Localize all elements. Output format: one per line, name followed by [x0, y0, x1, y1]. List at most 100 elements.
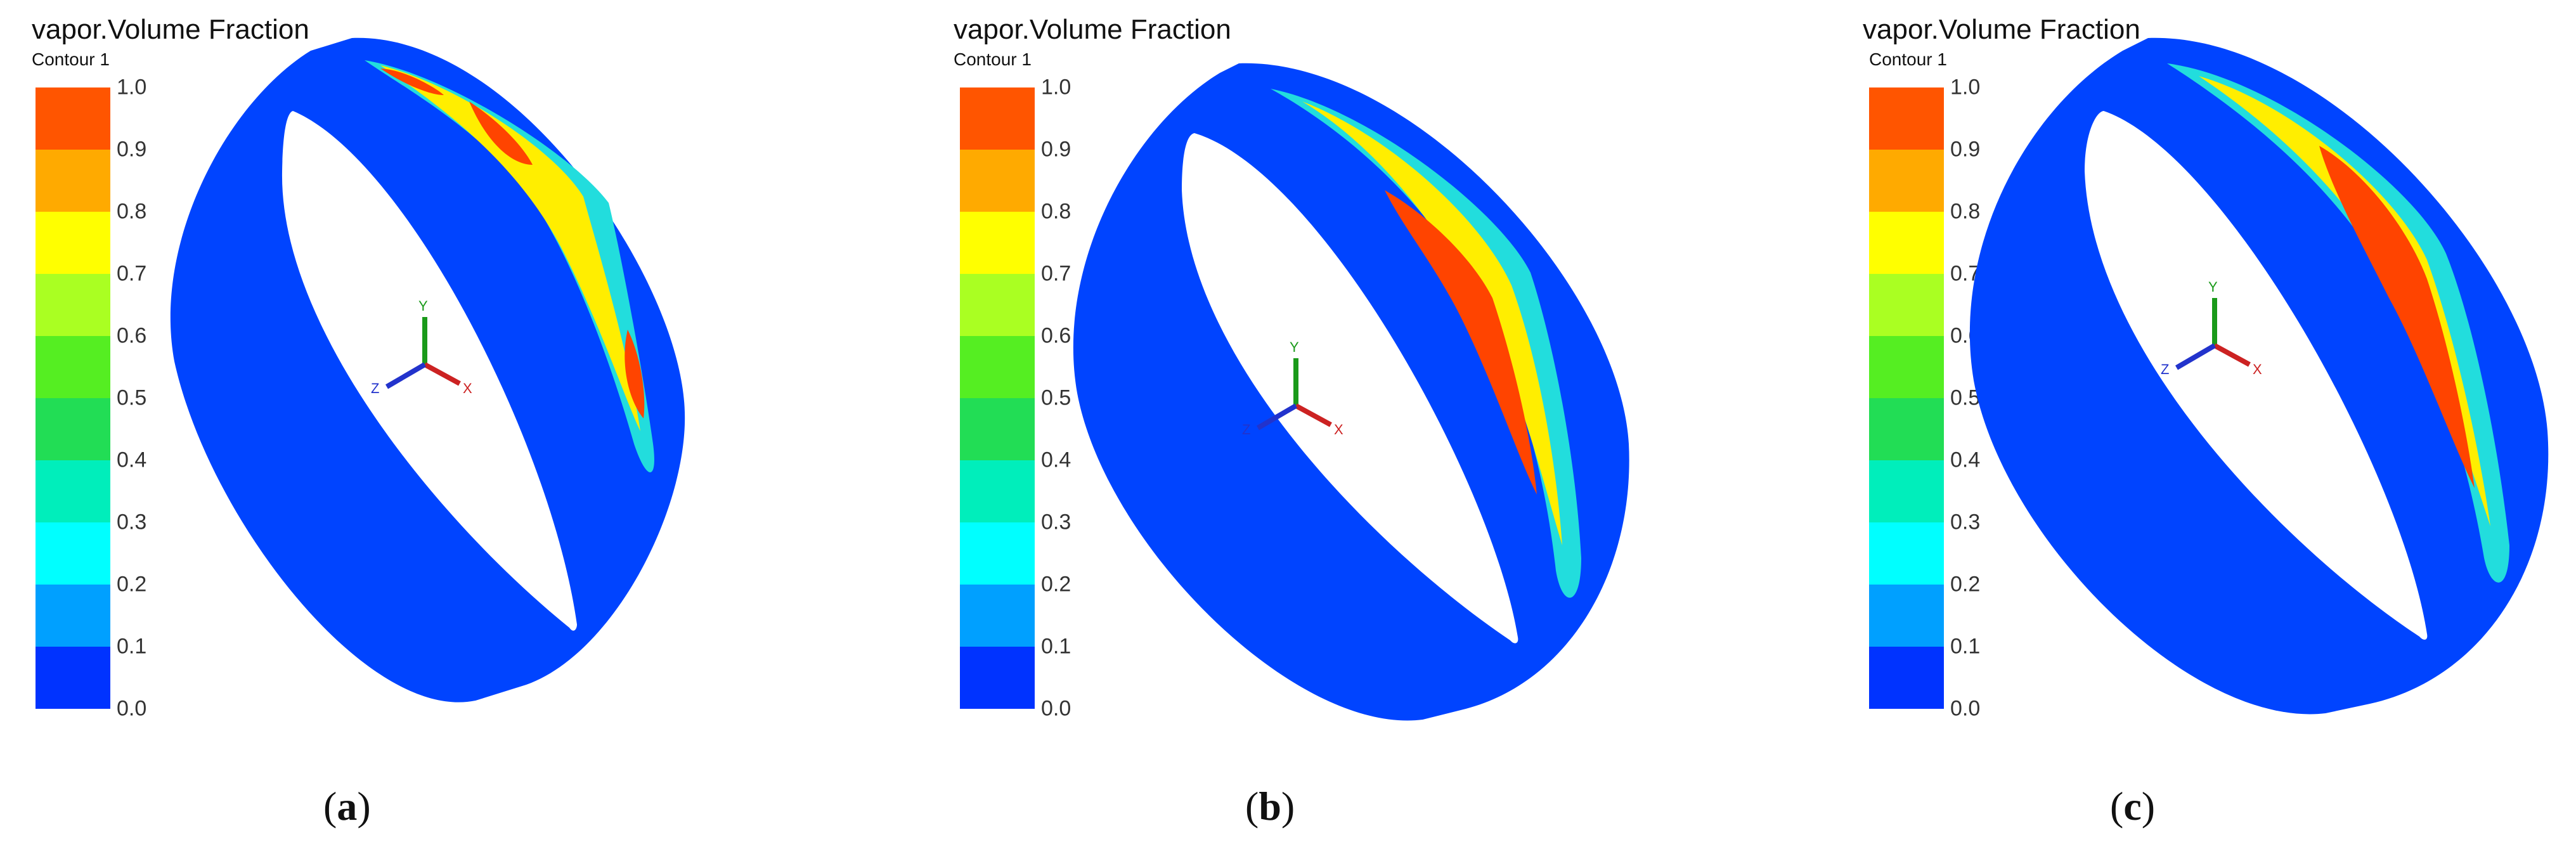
- y-axis-label: Y: [418, 298, 428, 314]
- vapor-band: [1302, 101, 1562, 545]
- color-legend: 1.0 0.9 0.8 0.7 0.6 0.5 0.4 0.3 0.2 0.1 0.0: [36, 75, 226, 721]
- legend-swatch: [36, 647, 110, 709]
- legend-tick-label: 0.1: [1041, 634, 1071, 659]
- ring-body: [170, 37, 685, 702]
- legend-swatch: [1869, 522, 1944, 585]
- legend-swatch: [960, 336, 1035, 398]
- legend-swatch: [1869, 647, 1944, 709]
- legend-swatch: [960, 522, 1035, 585]
- legend-tick-label: 0.4: [1041, 448, 1071, 472]
- ring-contour-view: Y X Z: [1073, 63, 1629, 721]
- panel-b: vapor.Volume Fraction Contour 1 1.0 0.9 0.…: [858, 0, 1717, 854]
- vapor-band: [2319, 146, 2475, 488]
- legend-swatch: [1869, 150, 1944, 212]
- legend-tick-label: 0.4: [117, 448, 147, 472]
- panel-c: vapor.Volume Fraction Contour 1 1.0 0.9 0.…: [1717, 0, 2575, 854]
- legend-swatch: [960, 585, 1035, 647]
- panel-subtitle: Contour 1: [1869, 49, 1947, 69]
- legend-swatch: [36, 398, 110, 460]
- legend-tick-label: 0.1: [117, 634, 147, 659]
- legend-tick-label: 0.6: [117, 323, 147, 348]
- vapor-region: [1271, 89, 1581, 598]
- legend-swatch: [960, 150, 1035, 212]
- ring-opening: [282, 111, 577, 631]
- legend-tick-label: 0.3: [1950, 510, 1981, 534]
- ring-opening: [1182, 133, 1518, 644]
- axis-triad: Y X Z: [371, 298, 472, 396]
- panel-caption: (a): [323, 784, 371, 829]
- panel-subtitle: Contour 1: [32, 49, 110, 69]
- legend-swatch: [36, 87, 110, 150]
- legend-swatch: [36, 274, 110, 336]
- panel-a: vapor.Volume Fraction Contour 1 1.0 0.9 0.…: [0, 0, 858, 854]
- legend-swatch: [1869, 336, 1944, 398]
- y-axis-label: Y: [2208, 279, 2218, 295]
- y-axis-label: Y: [1290, 339, 1299, 355]
- legend-swatch: [1869, 460, 1944, 522]
- panel-subtitle: Contour 1: [954, 49, 1032, 69]
- vapor-region: [2167, 63, 2509, 583]
- legend-tick-label: 0.5: [117, 385, 147, 410]
- legend-swatch: [1869, 274, 1944, 336]
- legend-tick-label: 0.9: [1950, 137, 1981, 162]
- panel-title: vapor.Volume Fraction: [32, 14, 309, 45]
- z-axis-label: Z: [371, 380, 379, 396]
- vapor-region: [365, 60, 654, 472]
- legend-tick-label: 0.7: [117, 261, 147, 286]
- legend-tick-label: 0.1: [1950, 634, 1981, 659]
- color-legend: 1.0 0.9 0.8 0.7 0.6 0.5 0.4 0.3 0.2 0.1 0.0: [960, 75, 1150, 721]
- legend-swatch: [960, 87, 1035, 150]
- legend-tick-label: 0.3: [117, 510, 147, 534]
- legend-swatch: [960, 274, 1035, 336]
- legend-tick-label: 0.0: [1950, 696, 1981, 721]
- legend-tick-label: 0.5: [1041, 385, 1071, 410]
- z-axis: [385, 362, 427, 389]
- z-axis: [1256, 403, 1298, 430]
- legend-tick-label: 0.2: [1041, 572, 1071, 597]
- legend-swatch: [36, 522, 110, 585]
- ring-contour-view: Y X Z: [1969, 37, 2549, 715]
- legend-tick-label: 0.2: [117, 572, 147, 597]
- legend-swatch: [36, 150, 110, 212]
- x-axis-label: X: [1334, 422, 1343, 437]
- legend-tick-label: 0.8: [117, 199, 147, 224]
- legend-tick-label: 1.0: [1950, 75, 1981, 100]
- legend-swatch: [960, 647, 1035, 709]
- x-axis: [1295, 403, 1332, 427]
- vapor-band: [625, 330, 645, 418]
- panel-caption: (b): [1245, 784, 1295, 829]
- legend-tick-label: 0.7: [1041, 261, 1071, 286]
- axis-triad: Y X Z: [1242, 339, 1343, 437]
- legend-swatch: [36, 336, 110, 398]
- legend-tick-label: 0.2: [1950, 572, 1981, 597]
- axis-triad: Y X Z: [2161, 279, 2262, 377]
- panel-title: vapor.Volume Fraction: [954, 14, 1231, 45]
- vapor-band: [469, 101, 533, 165]
- legend-swatch: [36, 212, 110, 274]
- legend-swatch: [1869, 87, 1944, 150]
- vapor-band: [380, 68, 444, 95]
- legend-swatch: [36, 460, 110, 522]
- panel-caption: (c): [2110, 784, 2156, 829]
- legend-tick-label: 0.5: [1950, 385, 1981, 410]
- x-axis-label: X: [463, 380, 472, 396]
- legend-tick-label: 0.4: [1950, 448, 1981, 472]
- legend-tick-label: 0.9: [1041, 137, 1071, 162]
- legend-tick-label: 1.0: [1041, 75, 1071, 100]
- z-axis-label: Z: [2161, 361, 2169, 377]
- legend-tick-label: 0.3: [1041, 510, 1071, 534]
- legend-swatch: [960, 398, 1035, 460]
- legend-tick-label: 0.0: [117, 696, 147, 721]
- x-axis-label: X: [2253, 361, 2262, 377]
- legend-swatch: [1869, 398, 1944, 460]
- panel-title: vapor.Volume Fraction: [1863, 14, 2140, 45]
- x-axis: [424, 362, 461, 386]
- legend-swatch: [960, 212, 1035, 274]
- legend-swatch: [1869, 585, 1944, 647]
- legend-swatch: [960, 460, 1035, 522]
- legend-tick-label: 1.0: [117, 75, 147, 100]
- legend-swatch: [1869, 212, 1944, 274]
- legend-tick-label: 0.8: [1041, 199, 1071, 224]
- legend-tick-label: 0.6: [1041, 323, 1071, 348]
- color-legend: 1.0 0.9 0.8 0.7 0.6 0.5 0.4 0.3 0.2 0.1 0.0: [1869, 75, 2059, 721]
